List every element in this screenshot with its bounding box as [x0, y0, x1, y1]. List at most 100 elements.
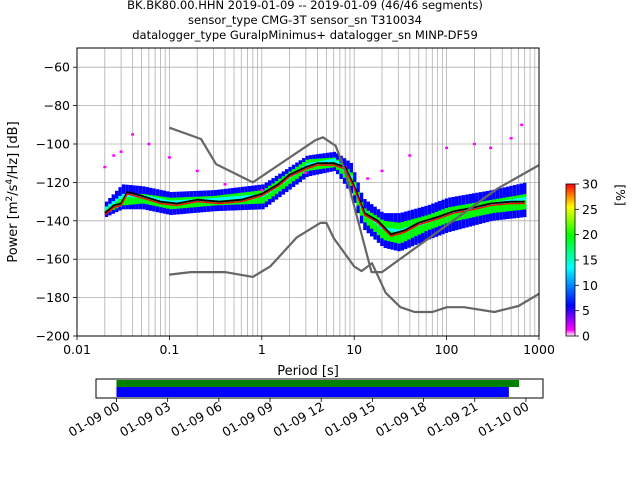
- density-cell: [475, 202, 479, 217]
- density-cell: [108, 203, 112, 207]
- line-noise_model_high: [169, 126, 539, 274]
- density-cell: [329, 159, 333, 163]
- y-axis-label: Power [m2/s4/Hz] [dB]: [5, 121, 21, 262]
- density-cell: [376, 217, 381, 236]
- y-tick-label: −140: [36, 213, 70, 228]
- density-cell: [495, 198, 500, 213]
- density-cell: [516, 198, 520, 202]
- density-cell: [115, 198, 119, 209]
- density-cell: [455, 210, 459, 214]
- density-cell: [373, 215, 377, 232]
- y-axis-ticks: −200 −180 −160 −140 −120 −100 −80 −60: [36, 60, 77, 344]
- density-cell: [121, 193, 126, 197]
- density-cell: [240, 195, 245, 199]
- density-cell: [230, 196, 235, 200]
- line-noise_model_low: [169, 221, 539, 314]
- density-cell: [349, 175, 354, 179]
- density-cell: [172, 200, 177, 204]
- density-cell: [512, 198, 517, 202]
- colorbar-gradient: [565, 183, 576, 337]
- density-cell: [523, 197, 527, 201]
- density-cell: [359, 202, 364, 216]
- colorbar-tick-label: 0: [582, 329, 590, 344]
- density-cell: [376, 223, 381, 227]
- density-cell: [414, 218, 418, 237]
- density-cell: [421, 216, 425, 233]
- line-mode: [104, 164, 525, 237]
- outlier-point: [167, 156, 171, 159]
- density-cell: [223, 196, 228, 200]
- outlier-point: [472, 142, 476, 146]
- density-cell: [455, 205, 459, 221]
- outlier-point: [509, 137, 513, 140]
- model-lines: [104, 126, 539, 314]
- density-cell: [325, 159, 330, 163]
- timeline-tick-label: 01-09 09: [219, 399, 275, 440]
- outlier-point: [119, 150, 123, 153]
- outlier-point: [408, 154, 412, 157]
- x-tick-label: 0.1: [159, 342, 179, 357]
- density-cell: [125, 193, 129, 206]
- density-cell: [397, 229, 401, 233]
- x-axis-label: Period [s]: [277, 364, 339, 379]
- colorbar-tick-label: 5: [582, 303, 590, 318]
- density-cell: [217, 197, 221, 201]
- outlier-point: [147, 142, 151, 146]
- density-cell: [516, 195, 520, 211]
- density-cell: [489, 199, 493, 214]
- density-cell: [176, 200, 180, 204]
- density-cell: [458, 205, 462, 221]
- density-cell: [135, 193, 139, 205]
- y-tick-label: −80: [44, 98, 70, 113]
- density-cell: [206, 198, 211, 202]
- x-tick-label: 1: [258, 342, 266, 357]
- density-cell: [104, 206, 109, 210]
- density-cell: [213, 197, 218, 201]
- density-cell: [244, 195, 248, 199]
- line-mean: [104, 162, 525, 236]
- density-cell: [458, 209, 462, 213]
- colorbar-tick-label: 10: [582, 278, 598, 293]
- y-tick-label: −60: [44, 60, 70, 75]
- density-cell: [332, 158, 337, 162]
- density-cell: [332, 157, 337, 168]
- density-cell: [111, 201, 116, 205]
- density-cell: [152, 197, 156, 201]
- timeline-tick-label: 01-09 12: [271, 399, 327, 440]
- density-cell: [370, 212, 374, 229]
- outlier-point: [131, 133, 135, 136]
- x-tick-label: 10: [346, 342, 362, 357]
- timeline-tick-label: 01-09 00: [66, 399, 122, 440]
- title-line-2: sensor_type CMG-3T sensor_sn T310034: [188, 13, 422, 27]
- density-cell: [166, 199, 170, 203]
- density-cell: [322, 160, 326, 164]
- y-tick-label: −180: [36, 290, 70, 305]
- density-cell: [104, 207, 109, 214]
- density-cell: [210, 197, 214, 201]
- density-cell: [155, 197, 160, 201]
- density-cell: [366, 210, 371, 226]
- outlier-point: [380, 169, 384, 173]
- density-cell: [492, 199, 496, 213]
- outlier-point: [260, 188, 264, 192]
- density-cell: [390, 228, 394, 232]
- density-cell: [138, 193, 143, 204]
- ppsd-plot: 0.01 0.1 1 10 100 1000 −200 −180 −160 −140 −120 −1…: [5, 47, 555, 379]
- density-cell: [159, 198, 163, 202]
- density-cell: [227, 196, 231, 200]
- density-cell: [179, 199, 184, 203]
- timeline-tick-label: 01-09 06: [168, 399, 224, 440]
- density-cell: [305, 163, 309, 167]
- density-cell: [523, 194, 527, 210]
- density-cell: [118, 195, 122, 199]
- colorbar-tick-label: 20: [582, 227, 598, 242]
- density-cell: [308, 162, 313, 166]
- density-cell: [393, 228, 398, 232]
- density-cell: [118, 196, 122, 207]
- x-tick-label: 100: [435, 342, 459, 357]
- timeline-tick-label: 01-09 03: [117, 399, 173, 440]
- outlier-point: [223, 183, 227, 186]
- outlier-point: [489, 146, 493, 150]
- timeline-tick-label: 01-09 18: [373, 399, 429, 440]
